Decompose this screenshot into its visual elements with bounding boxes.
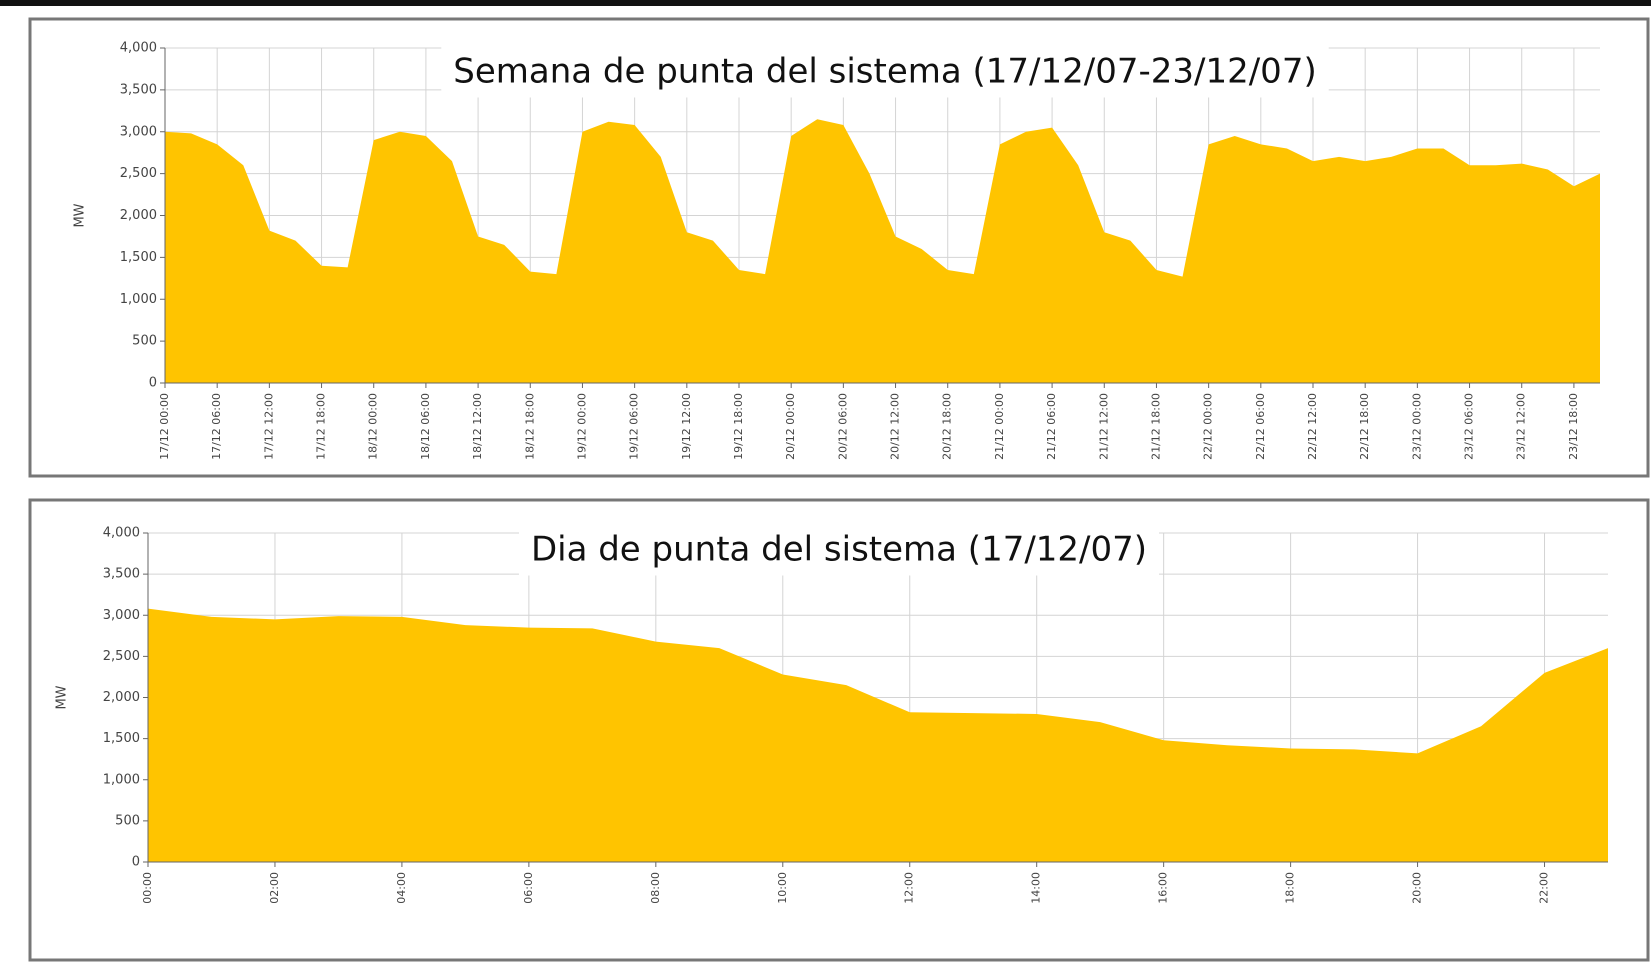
x-tick-label: 10:00	[776, 872, 789, 904]
x-tick-label: 22/12 12:00	[1306, 393, 1319, 460]
y-tick-label: 2,000	[103, 690, 140, 705]
x-tick-label: 08:00	[649, 872, 662, 904]
x-tick-label: 22:00	[1538, 872, 1551, 904]
x-tick-label: 20/12 00:00	[784, 393, 797, 460]
x-tick-label: 19/12 00:00	[575, 393, 588, 460]
x-tick-label: 21/12 06:00	[1045, 393, 1058, 460]
x-tick-label: 19/12 06:00	[628, 393, 641, 460]
x-tick-label: 18/12 00:00	[367, 393, 380, 460]
y-tick-label: 0	[132, 855, 140, 870]
x-tick-label: 23/12 06:00	[1463, 393, 1476, 460]
y-tick-label: 2,000	[120, 208, 157, 223]
x-tick-label: 04:00	[395, 872, 408, 904]
y-tick-label: 3,500	[103, 567, 140, 582]
y-tick-label: 0	[149, 376, 157, 391]
chart-title: Dia de punta del sistema (17/12/07)	[531, 530, 1147, 570]
x-tick-label: 22/12 06:00	[1254, 393, 1267, 460]
x-tick-label: 17/12 00:00	[158, 393, 171, 460]
x-tick-label: 18/12 12:00	[471, 393, 484, 460]
y-tick-label: 1,000	[120, 292, 157, 307]
x-tick-label: 12:00	[903, 872, 916, 904]
y-tick-label: 1,500	[103, 731, 140, 746]
y-axis-label: MW	[55, 685, 70, 709]
y-tick-label: 2,500	[103, 649, 140, 664]
area	[165, 119, 1600, 383]
y-tick-label: 2,500	[120, 166, 157, 181]
y-tick-label: 1,000	[103, 772, 140, 787]
y-tick-label: 4,000	[103, 526, 140, 541]
x-tick-label: 20/12 18:00	[941, 393, 954, 460]
x-tick-label: 14:00	[1030, 872, 1043, 904]
x-tick-label: 18/12 06:00	[419, 393, 432, 460]
x-tick-label: 06:00	[522, 872, 535, 904]
x-tick-label: 21/12 12:00	[1097, 393, 1110, 460]
x-tick-label: 19/12 18:00	[732, 393, 745, 460]
x-tick-label: 19/12 12:00	[680, 393, 693, 460]
x-tick-label: 22/12 18:00	[1358, 393, 1371, 460]
y-tick-label: 3,500	[120, 82, 157, 97]
chart-title: Semana de punta del sistema (17/12/07-23…	[453, 52, 1316, 92]
x-tick-label: 17/12 18:00	[315, 393, 328, 460]
x-tick-label: 02:00	[268, 872, 281, 904]
y-tick-label: 3,000	[120, 124, 157, 139]
y-tick-label: 3,000	[103, 608, 140, 623]
x-tick-label: 21/12 18:00	[1149, 393, 1162, 460]
x-tick-label: 20/12 12:00	[889, 393, 902, 460]
y-tick-label: 4,000	[120, 41, 157, 56]
x-tick-label: 18/12 18:00	[523, 393, 536, 460]
x-tick-label: 23/12 00:00	[1410, 393, 1423, 460]
x-tick-label: 18:00	[1284, 872, 1297, 904]
x-tick-label: 22/12 00:00	[1202, 393, 1215, 460]
x-tick-label: 23/12 18:00	[1567, 393, 1580, 460]
title-background	[518, 523, 1160, 576]
top-bar	[0, 0, 1651, 6]
y-tick-label: 1,500	[120, 250, 157, 265]
title-background	[441, 45, 1329, 98]
x-tick-label: 20/12 06:00	[836, 393, 849, 460]
x-tick-label: 00:00	[141, 872, 154, 904]
x-tick-label: 17/12 06:00	[210, 393, 223, 460]
y-tick-label: 500	[132, 334, 157, 349]
x-tick-label: 21/12 00:00	[993, 393, 1006, 460]
x-tick-label: 17/12 12:00	[262, 393, 275, 460]
y-tick-label: 500	[115, 813, 140, 828]
x-tick-label: 20:00	[1411, 872, 1424, 904]
x-tick-label: 16:00	[1157, 872, 1170, 904]
y-axis-label: MW	[73, 203, 88, 227]
area	[148, 608, 1608, 862]
x-tick-label: 23/12 12:00	[1515, 393, 1528, 460]
